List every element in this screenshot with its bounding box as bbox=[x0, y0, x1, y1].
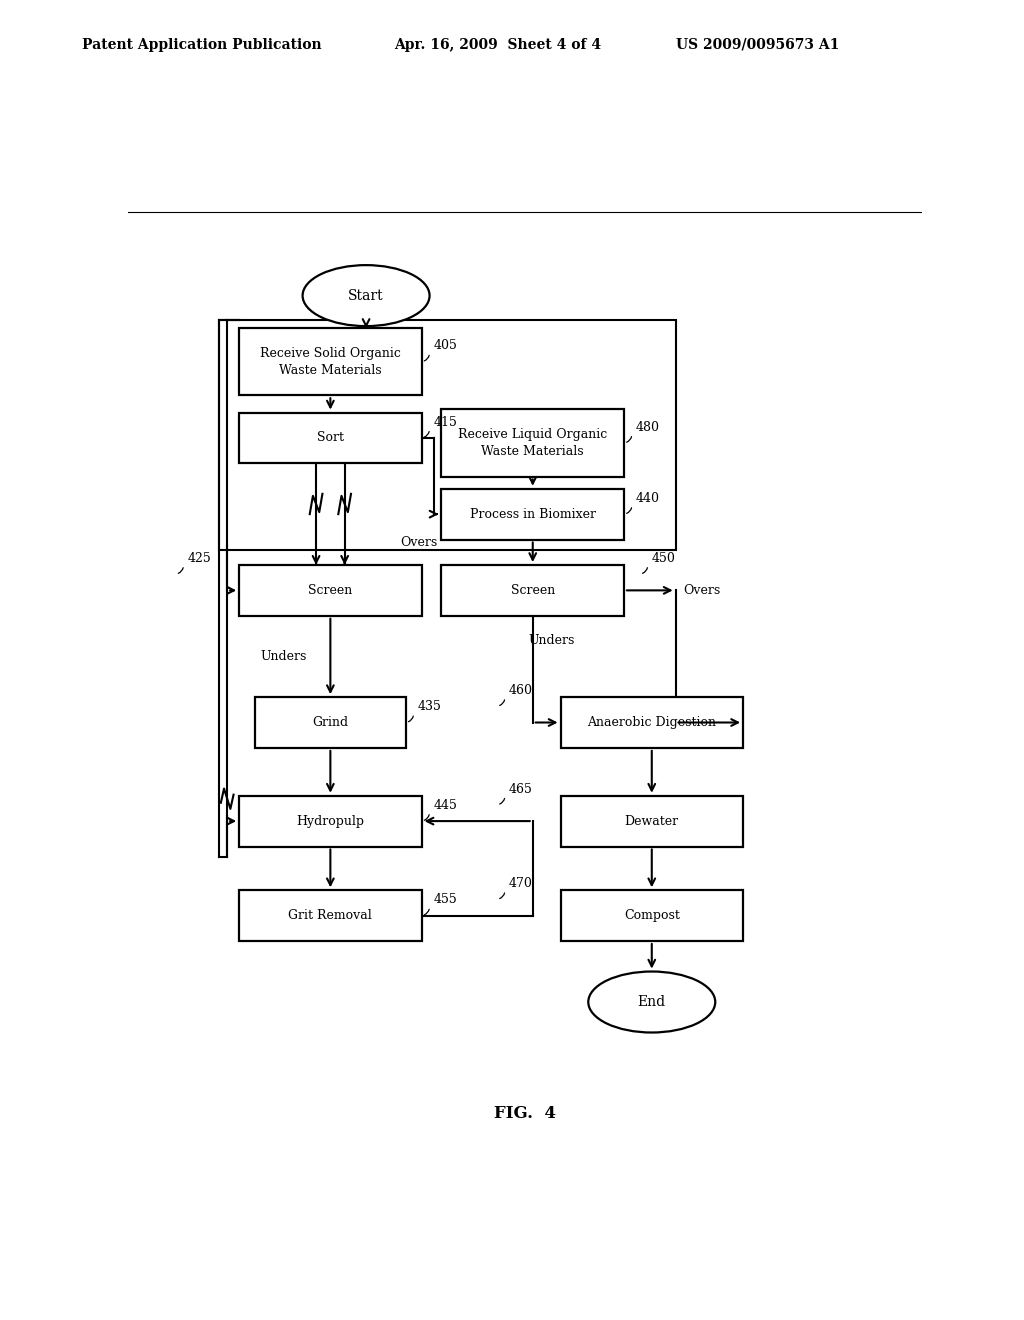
Text: Overs: Overs bbox=[400, 536, 437, 549]
Text: Unders: Unders bbox=[528, 634, 575, 647]
Text: Receive Solid Organic
Waste Materials: Receive Solid Organic Waste Materials bbox=[260, 347, 400, 376]
Text: 415: 415 bbox=[433, 416, 458, 429]
Text: Process in Biomixer: Process in Biomixer bbox=[470, 508, 596, 520]
Ellipse shape bbox=[588, 972, 716, 1032]
Bar bbox=[560, 796, 743, 846]
Text: 470: 470 bbox=[509, 878, 532, 890]
Bar bbox=[219, 319, 676, 549]
Text: 480: 480 bbox=[636, 421, 659, 434]
Ellipse shape bbox=[303, 265, 430, 326]
Text: US 2009/0095673 A1: US 2009/0095673 A1 bbox=[676, 38, 840, 51]
Text: 455: 455 bbox=[433, 894, 458, 907]
Text: Hydropulp: Hydropulp bbox=[296, 814, 365, 828]
Bar bbox=[255, 697, 406, 748]
Text: Screen: Screen bbox=[308, 583, 352, 597]
Text: Grind: Grind bbox=[312, 715, 348, 729]
Text: Screen: Screen bbox=[511, 583, 555, 597]
Text: 450: 450 bbox=[652, 552, 676, 565]
Bar bbox=[560, 697, 743, 748]
Bar bbox=[441, 488, 624, 540]
Text: 435: 435 bbox=[418, 701, 441, 713]
Text: Receive Liquid Organic
Waste Materials: Receive Liquid Organic Waste Materials bbox=[458, 428, 607, 458]
Text: Start: Start bbox=[348, 289, 384, 302]
Bar bbox=[441, 565, 624, 616]
Text: 460: 460 bbox=[509, 684, 532, 697]
Bar bbox=[240, 413, 422, 463]
Bar bbox=[441, 409, 624, 477]
Text: Unders: Unders bbox=[260, 649, 306, 663]
Text: Anaerobic Digestion: Anaerobic Digestion bbox=[588, 715, 716, 729]
Text: End: End bbox=[638, 995, 666, 1008]
Text: Dewater: Dewater bbox=[625, 814, 679, 828]
Text: 445: 445 bbox=[433, 799, 458, 812]
Text: 465: 465 bbox=[509, 783, 532, 796]
Text: Compost: Compost bbox=[624, 909, 680, 923]
Text: 440: 440 bbox=[636, 492, 659, 506]
Text: Apr. 16, 2009  Sheet 4 of 4: Apr. 16, 2009 Sheet 4 of 4 bbox=[394, 38, 601, 51]
Bar bbox=[240, 890, 422, 941]
Bar bbox=[240, 796, 422, 846]
Text: Sort: Sort bbox=[316, 432, 344, 445]
Text: Grit Removal: Grit Removal bbox=[289, 909, 373, 923]
Text: Overs: Overs bbox=[684, 583, 721, 597]
Text: Patent Application Publication: Patent Application Publication bbox=[82, 38, 322, 51]
Text: FIG.  4: FIG. 4 bbox=[494, 1105, 556, 1122]
Bar bbox=[560, 890, 743, 941]
Bar bbox=[240, 565, 422, 616]
Bar bbox=[240, 329, 422, 395]
Text: 425: 425 bbox=[187, 552, 211, 565]
Text: 405: 405 bbox=[433, 339, 458, 352]
